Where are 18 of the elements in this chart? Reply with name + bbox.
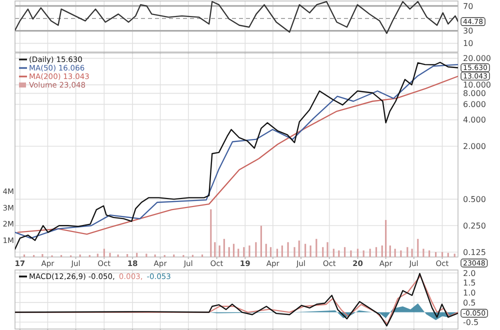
y-tick-label: 30 xyxy=(463,26,474,36)
y-tick-label: 0.125 xyxy=(463,248,486,257)
y-tick-label: 10 xyxy=(463,39,474,48)
y-tick-label: 1.0 xyxy=(463,288,476,298)
y-tick-label: 0.500 xyxy=(463,194,486,204)
y-tick-label: 4.000 xyxy=(463,116,486,125)
y-tick-label: 6.000 xyxy=(463,100,486,110)
y-tick-label: 2.0 xyxy=(463,268,476,278)
y-tick-label: 0.250 xyxy=(463,221,486,230)
line-series xyxy=(15,1,458,34)
y-tick-label: 8.000 xyxy=(463,89,486,98)
y-tick-label: -0.5 xyxy=(463,318,479,327)
y-tick-label: 20.000 xyxy=(463,54,491,64)
y-tick-label: 2.000 xyxy=(463,142,486,152)
y-tick-label: 70 xyxy=(463,2,474,11)
y-tick-label: 0.5 xyxy=(463,298,476,308)
y-tick-label: 10.000 xyxy=(463,80,491,90)
y-tick-label: 1.5 xyxy=(463,278,476,288)
